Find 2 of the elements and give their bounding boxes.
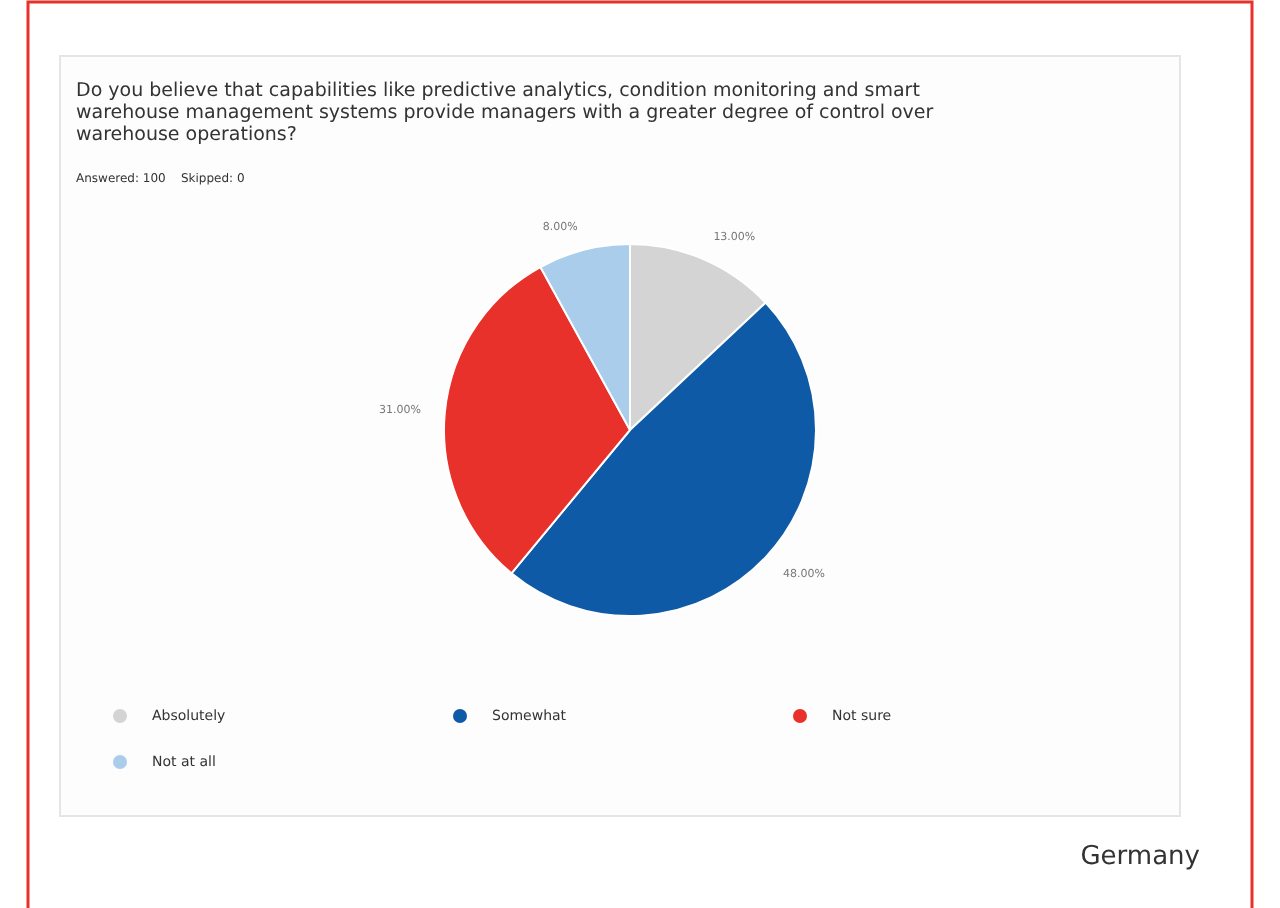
text: Germany (1080, 842, 1201, 872)
chart-title: Do you believe that capabilities like predictive analytics, condition monitoring and smart warehouse management systems provide managers with a greater degree of control over warehouse operations? (76, 80, 934, 146)
